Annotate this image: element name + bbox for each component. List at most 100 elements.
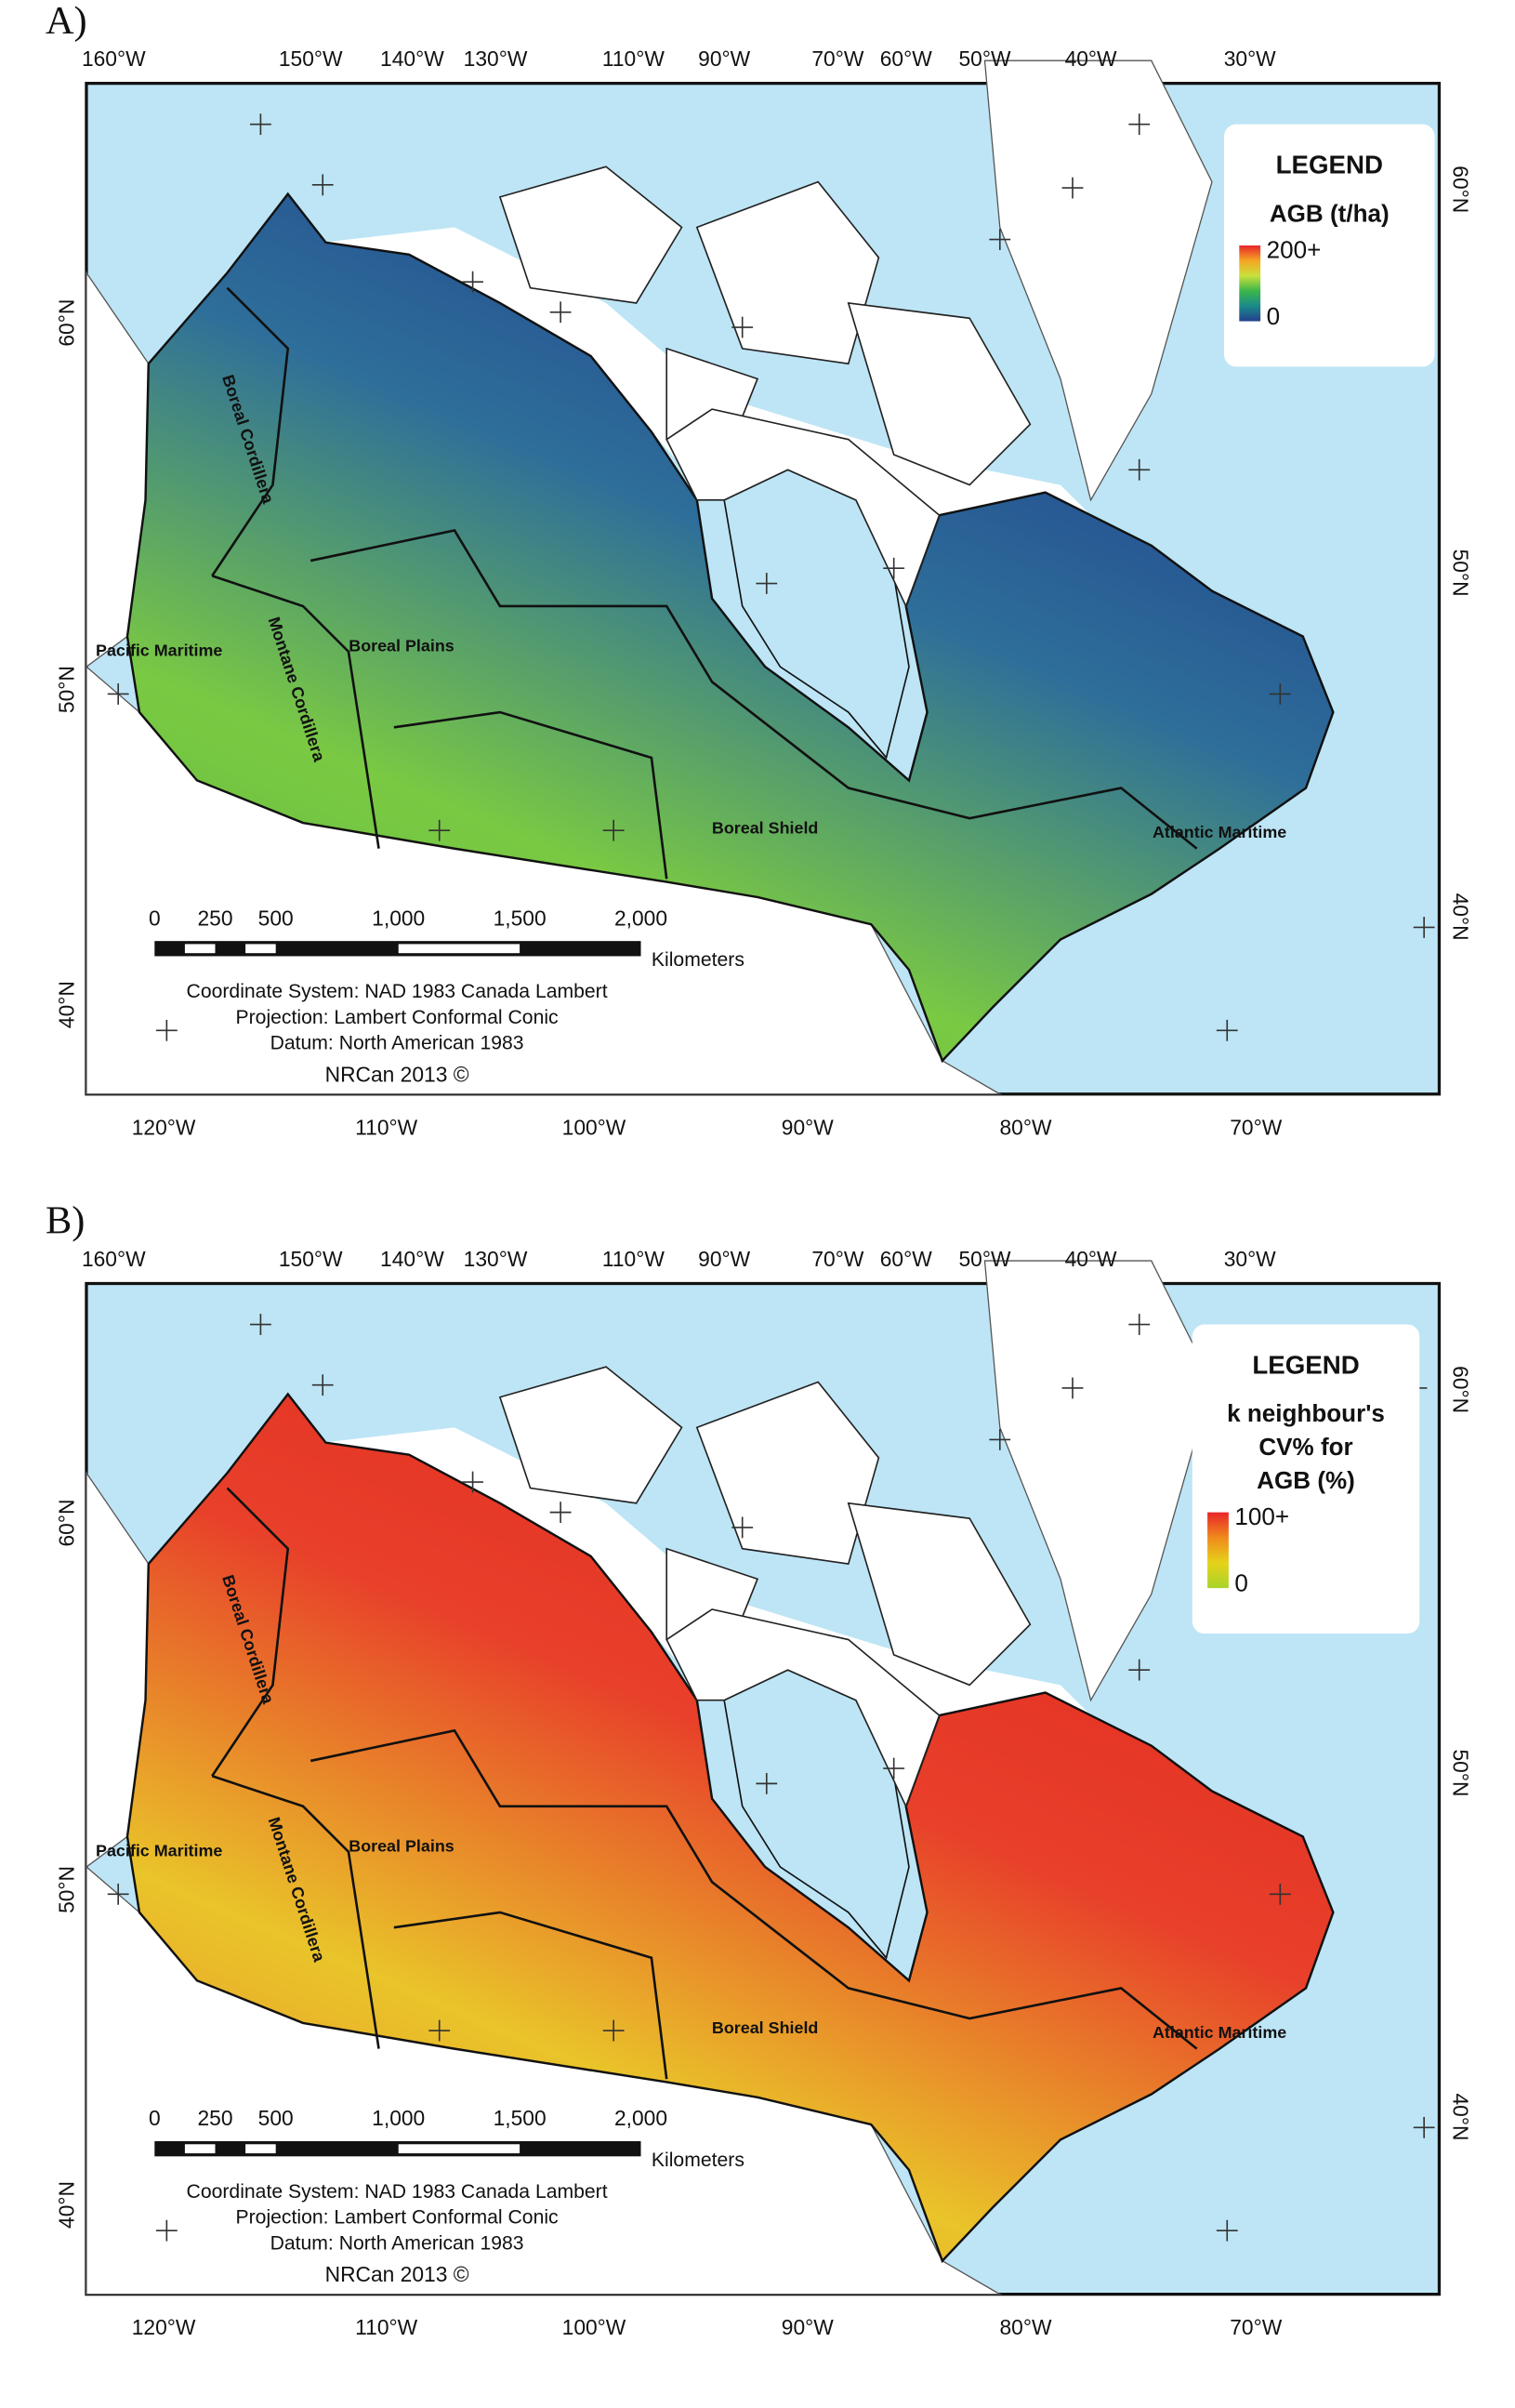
latitude-label: 50°N [54,666,78,713]
ecozone-boundary [211,575,380,849]
ecozone-boundary [310,528,1198,850]
latitude-label: 40°N [54,2181,78,2229]
latitude-label: 50°N [1449,549,1473,597]
longitude-label: 70°W [1230,2315,1282,2339]
longitude-label: 130°W [464,1247,528,1271]
scale-bar-segment [245,944,276,954]
greenland-land [983,1260,1213,1702]
longitude-label: 150°W [279,1247,343,1271]
region-label: Boreal Shield [712,818,818,837]
longitude-label: 90°W [698,1247,750,1271]
ecozone-boundary [211,286,290,577]
longitude-label: 80°W [999,2315,1051,2339]
latitude-label: 60°N [1449,165,1473,213]
ecozone-boundary [310,1728,1198,2050]
scale-tick-label: 500 [258,2106,294,2130]
scale-bar-bg [154,941,641,957]
latitude-label: 40°N [54,981,78,1028]
region-label: Pacific Maritime [96,1841,222,1859]
longitude-label: 100°W [562,1115,626,1139]
scale-bar-bg [154,2141,641,2157]
legend-box [1224,124,1435,367]
longitude-label: 140°W [380,46,444,71]
ecozone-boundary [211,1774,380,2049]
longitude-label: 120°W [132,2315,196,2339]
legend-subtitle: CV% for [1258,1433,1352,1461]
longitude-label: 120°W [132,1115,196,1139]
arctic-island [847,1502,1032,1687]
legend-min: 0 [1267,302,1281,330]
longitude-label: 110°W [355,1115,417,1139]
longitude-label: 90°W [698,46,750,71]
longitude-label: 80°W [999,1115,1051,1139]
longitude-label: 40°W [1065,46,1117,71]
scale-bar-segment [398,2144,520,2154]
latitude-label: 40°N [1449,893,1473,941]
longitude-label: 150°W [279,46,343,71]
longitude-label: 100°W [562,2315,626,2339]
map-info: Coordinate System: NAD 1983 Canada Lambe… [187,2181,608,2203]
scale-tick-label: 500 [258,906,294,930]
panel-label: A) [46,0,87,43]
scale-tick-label: 0 [149,2106,161,2130]
longitude-label: 160°W [82,46,146,71]
scale-tick-label: 1,000 [372,906,425,930]
region-label: Pacific Maritime [96,642,222,660]
scale-tick-label: 2,000 [614,2106,667,2130]
map-info: Datum: North American 1983 [270,1033,524,1054]
north-tundra [665,408,941,609]
longitude-label: 60°W [880,46,932,71]
scale-bar-segment [184,2144,216,2154]
longitude-label: 70°W [1230,1115,1282,1139]
longitude-label: 110°W [602,1247,665,1271]
region-label: Boreal Plains [349,637,454,655]
latitude-label: 60°N [54,299,78,347]
legend-title: LEGEND [1276,151,1383,179]
map-info: Coordinate System: NAD 1983 Canada Lambe… [187,981,608,1002]
scale-tick-label: 1,500 [494,906,547,930]
scale-tick-label: 2,000 [614,906,667,930]
scale-tick-label: 0 [149,906,161,930]
legend-max: 200+ [1267,235,1322,263]
longitude-label: 30°W [1224,46,1276,71]
latitude-label: 60°N [54,1500,78,1547]
longitude-label: 90°W [782,1115,834,1139]
longitude-label: 50°W [958,46,1010,71]
longitude-label: 110°W [602,46,665,71]
ecozone-boundary [393,1911,668,2080]
forest-area [125,1392,1335,2264]
longitude-label: 70°W [811,46,863,71]
map-panel: A) 160°W 150°W 140°W 130°W 110°W 90°W 70°W 60°W 5… [46,0,1473,1139]
region-label: Atlantic Maritime [1153,2023,1286,2042]
longitude-label: 110°W [355,2315,417,2339]
scale-tick-label: 250 [197,906,232,930]
region-label: Boreal Plains [349,1837,454,1856]
panel-label: B) [46,1199,85,1243]
longitude-label: 130°W [464,46,528,71]
ecozone-boundary [211,1487,290,1777]
region-label: Boreal Shield [712,2018,818,2037]
legend-subtitle: AGB (%) [1257,1466,1355,1494]
arctic-island [498,1366,683,1504]
longitude-label: 30°W [1224,1247,1276,1271]
legend-title: LEGEND [1252,1350,1359,1379]
longitude-label: 50°W [958,1247,1010,1271]
map-info: Projection: Lambert Conformal Conic [236,1007,560,1028]
scale-bar-segment [184,944,216,954]
latitude-label: 60°N [1449,1366,1473,1413]
map-panel: B) 160°W 150°W 140°W 130°W 110°W 90°W 70°W 60°W 5… [46,1199,1473,2339]
longitude-label: 60°W [880,1247,932,1271]
scale-unit: Kilometers [652,949,744,971]
longitude-label: 160°W [82,1247,146,1271]
greenland-land [983,60,1213,502]
legend-min: 0 [1234,1569,1247,1597]
legend-box [1192,1324,1420,1634]
scale-tick-label: 1,500 [494,2106,547,2130]
longitude-label: 40°W [1065,1247,1117,1271]
region-label: Atlantic Maritime [1153,823,1286,841]
credit: NRCan 2013 © [325,2262,469,2286]
legend-max: 100+ [1234,1502,1289,1530]
map-info: Datum: North American 1983 [270,2232,524,2254]
